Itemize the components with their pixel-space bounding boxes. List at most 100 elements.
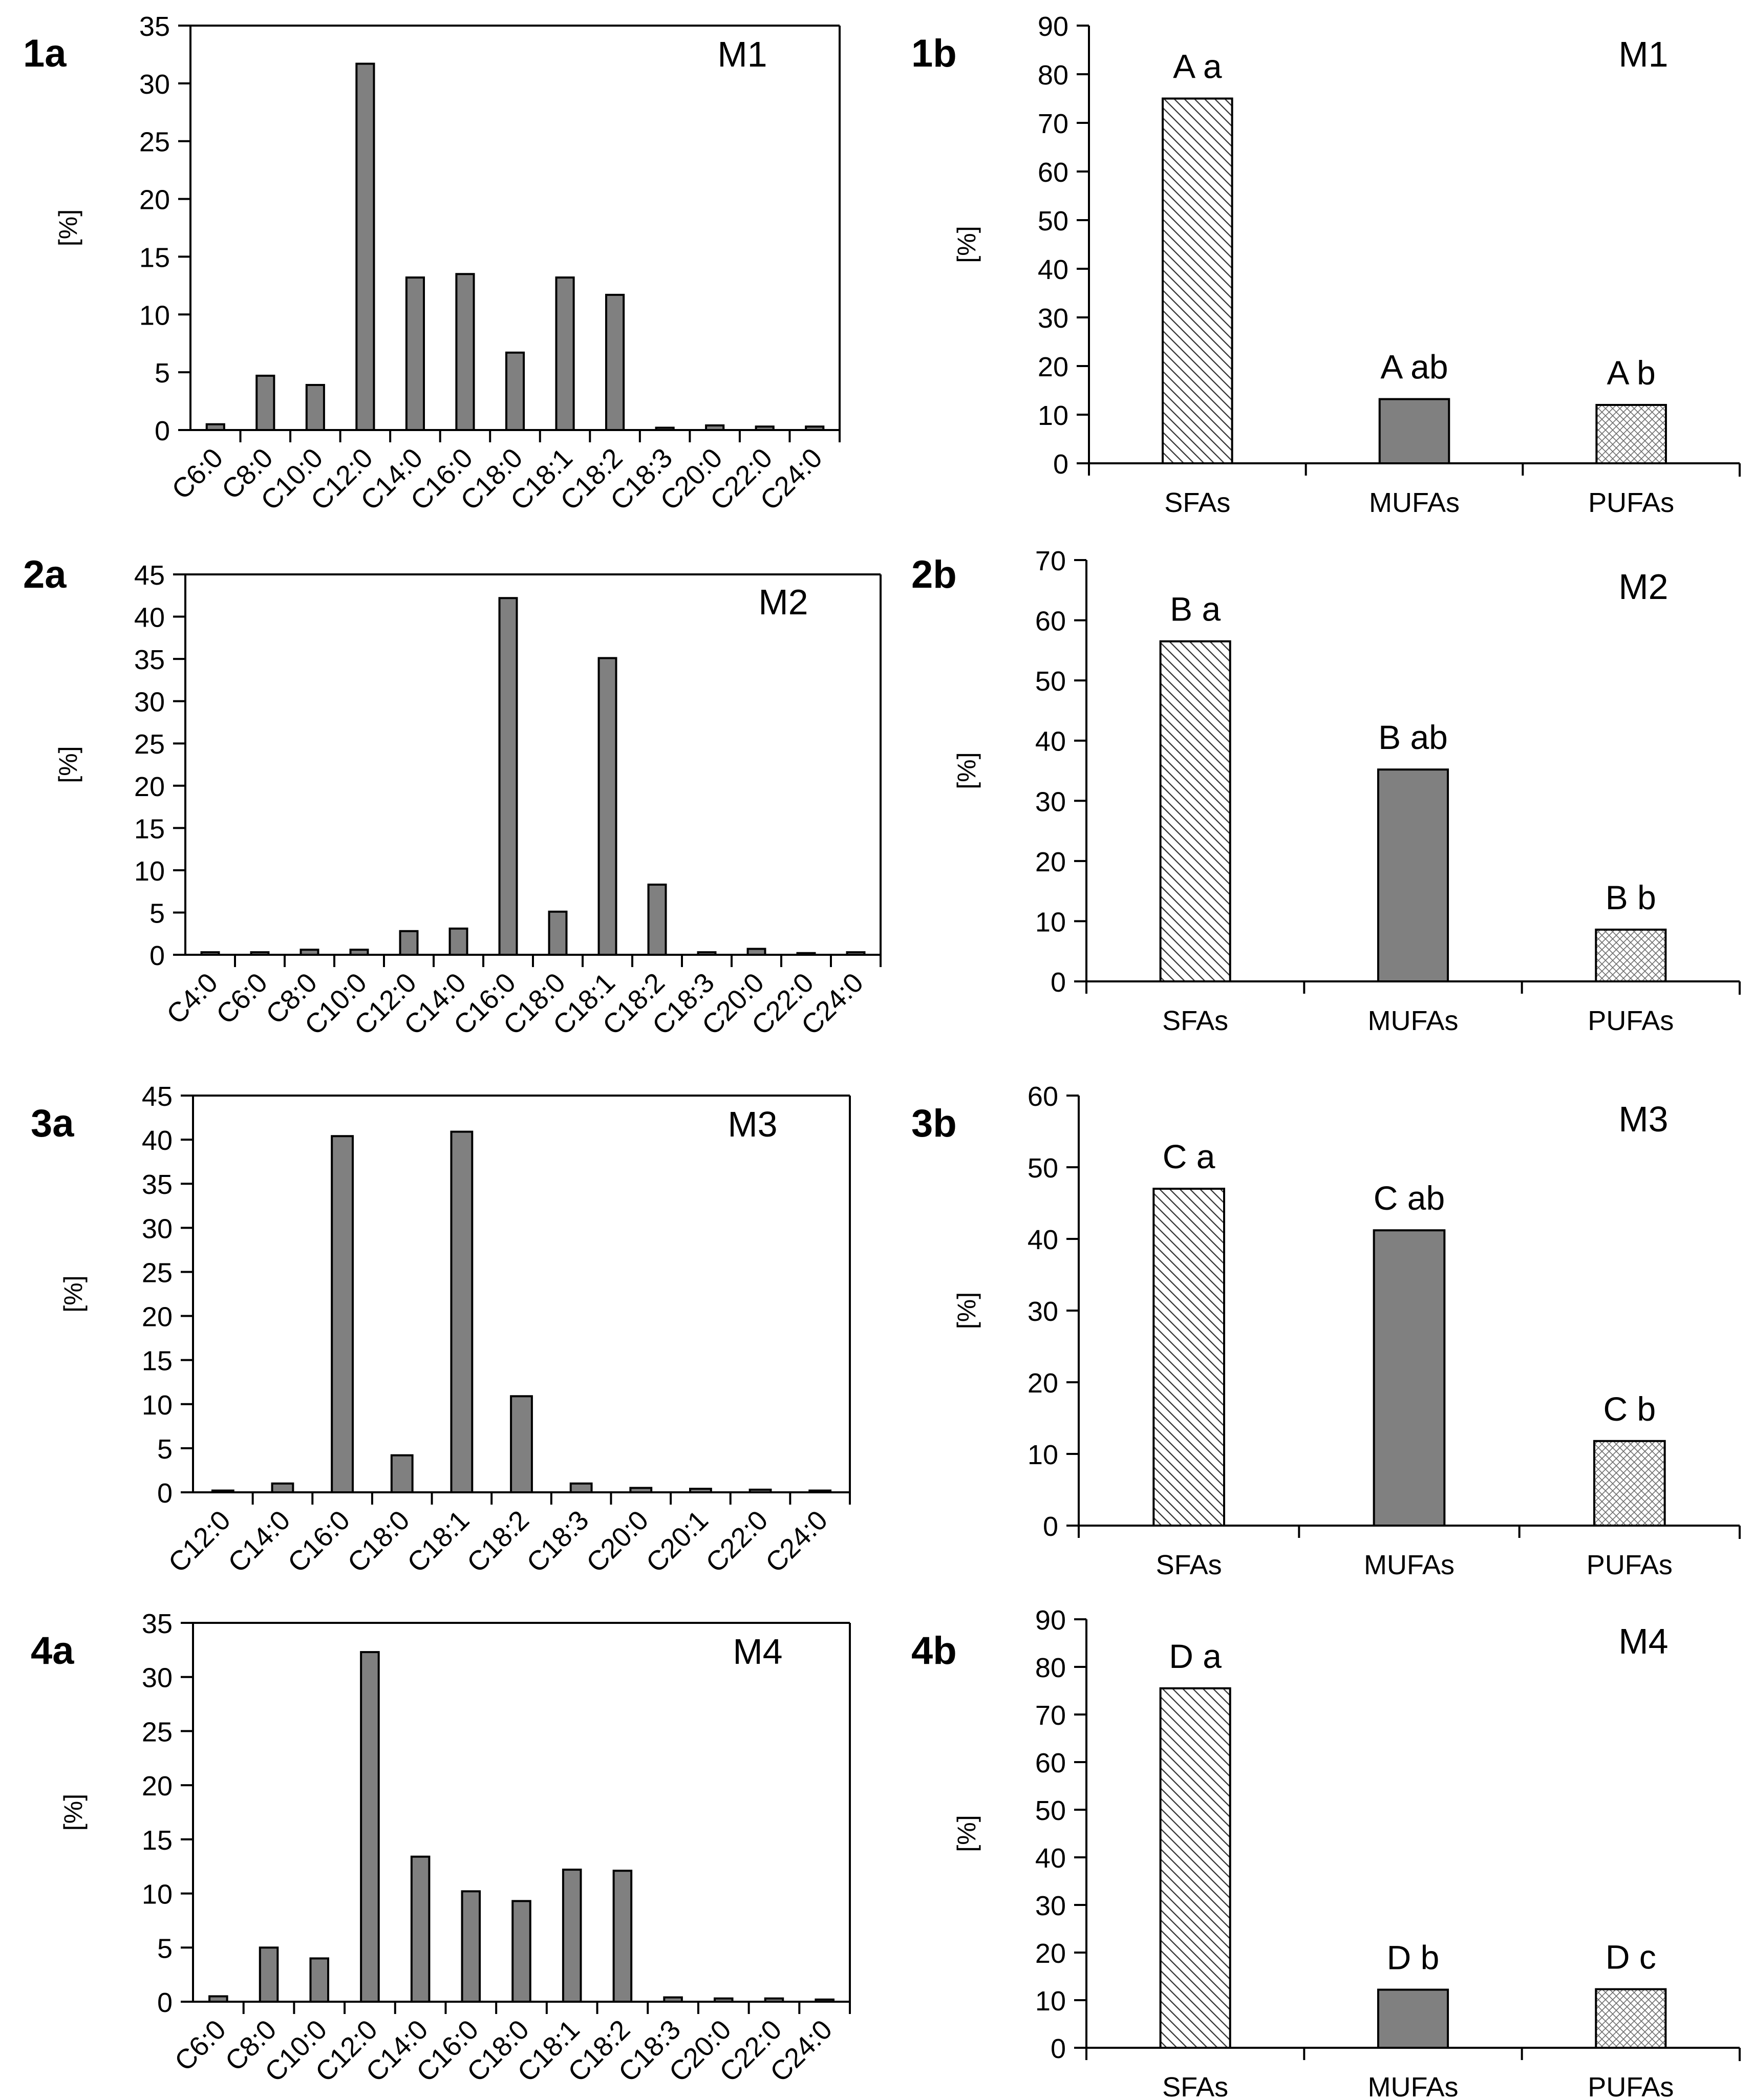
bar-c20-0 bbox=[746, 948, 766, 956]
x-tick-label: C24:0 bbox=[760, 1505, 833, 1578]
bar-c22-0 bbox=[755, 425, 775, 432]
bar-c6-0 bbox=[208, 1995, 228, 2003]
bar-pufas bbox=[1595, 1988, 1667, 2049]
y-tick-label: 0 bbox=[1051, 2033, 1066, 2064]
y-tick-label: 80 bbox=[1038, 60, 1068, 91]
bar-c18-1 bbox=[450, 1130, 474, 1493]
x-tick-label: SFAs bbox=[1162, 2072, 1228, 2100]
y-tick-label: 40 bbox=[1038, 254, 1068, 285]
x-tick-label: MUFAs bbox=[1367, 1005, 1458, 1036]
bar-c18-1 bbox=[555, 276, 575, 431]
y-axis-label: [%] bbox=[952, 1815, 981, 1852]
y-tick-label: 20 bbox=[134, 772, 165, 802]
bar-c4-0 bbox=[200, 951, 220, 956]
x-tick-label: C20:0 bbox=[581, 1505, 654, 1578]
chart-title: M4 bbox=[1618, 1621, 1668, 1661]
significance-label: A a bbox=[1173, 48, 1222, 85]
panel-label: 2b bbox=[911, 553, 957, 596]
y-tick-label: 20 bbox=[1038, 352, 1068, 382]
y-tick-label: 70 bbox=[1035, 546, 1066, 576]
y-tick-label: 35 bbox=[142, 1169, 173, 1200]
y-tick-label: 0 bbox=[149, 940, 165, 971]
significance-label: C a bbox=[1163, 1138, 1215, 1175]
y-tick-label: 60 bbox=[1028, 1081, 1058, 1112]
bar-c8-0 bbox=[255, 374, 275, 432]
bar-pufas bbox=[1593, 1440, 1666, 1527]
y-tick-label: 10 bbox=[142, 1390, 173, 1421]
y-tick-label: 30 bbox=[139, 69, 170, 100]
bar-pufas bbox=[1595, 928, 1667, 982]
y-tick-label: 60 bbox=[1035, 606, 1066, 637]
bar-c14-0 bbox=[448, 927, 468, 956]
significance-label: B ab bbox=[1378, 718, 1448, 756]
bar-c22-0 bbox=[764, 1997, 784, 2003]
y-axis-label: [%] bbox=[952, 226, 981, 263]
bar-mufas bbox=[1373, 1229, 1446, 1527]
bar-mufas bbox=[1377, 1988, 1449, 2049]
y-tick-label: 80 bbox=[1035, 1653, 1066, 1683]
bar-c18-3 bbox=[569, 1482, 593, 1494]
x-tick-label: PUFAs bbox=[1588, 2072, 1674, 2100]
y-tick-label: 35 bbox=[139, 11, 170, 42]
bar-c16-0 bbox=[498, 597, 518, 956]
bar-c18-1 bbox=[562, 1869, 582, 2003]
y-tick-label: 35 bbox=[142, 1609, 173, 1639]
chart-title: M2 bbox=[758, 582, 808, 622]
y-tick-label: 25 bbox=[139, 127, 170, 158]
significance-label: C b bbox=[1603, 1390, 1656, 1428]
x-tick-label: C6:0 bbox=[169, 2014, 232, 2077]
significance-label: C ab bbox=[1374, 1179, 1445, 1217]
y-tick-label: 50 bbox=[1038, 206, 1068, 237]
bar-c12-0 bbox=[211, 1489, 234, 1494]
y-axis-label: [%] bbox=[59, 1794, 88, 1831]
bar-c16-0 bbox=[331, 1135, 354, 1493]
bar-pufas bbox=[1595, 404, 1667, 464]
bar-c14-0 bbox=[405, 276, 425, 431]
bar-c16-0 bbox=[455, 273, 475, 431]
bar-c18-2 bbox=[605, 293, 625, 432]
significance-label: A b bbox=[1607, 354, 1655, 392]
chart-title: M1 bbox=[1618, 34, 1668, 74]
bar-c12-0 bbox=[399, 930, 419, 956]
x-tick-label: C18:2 bbox=[461, 1505, 535, 1578]
bar-c20-0 bbox=[713, 1997, 734, 2003]
y-tick-label: 15 bbox=[134, 813, 165, 844]
y-tick-label: 40 bbox=[142, 1125, 173, 1156]
y-tick-label: 0 bbox=[157, 1987, 173, 2018]
x-tick-label: C18:1 bbox=[401, 1505, 475, 1578]
y-tick-label: 10 bbox=[139, 300, 170, 331]
chart-title: M4 bbox=[733, 1632, 782, 1672]
x-tick-label: C18:3 bbox=[521, 1505, 594, 1578]
panel-label: 4b bbox=[911, 1629, 957, 1673]
x-tick-label: MUFAs bbox=[1369, 487, 1460, 518]
bar-c10-0 bbox=[305, 383, 325, 432]
bar-sfas bbox=[1159, 640, 1231, 982]
y-tick-label: 20 bbox=[142, 1302, 173, 1333]
bar-c8-0 bbox=[259, 1946, 279, 2003]
y-tick-label: 45 bbox=[142, 1081, 173, 1112]
significance-label: B b bbox=[1606, 878, 1656, 916]
chart-title: M3 bbox=[1618, 1099, 1668, 1139]
bar-c18-2 bbox=[510, 1395, 533, 1494]
y-tick-label: 30 bbox=[134, 687, 165, 718]
y-tick-label: 40 bbox=[1028, 1225, 1058, 1255]
chart-title: M2 bbox=[1618, 567, 1668, 607]
x-tick-label: C12:0 bbox=[162, 1505, 236, 1578]
bar-c6-0 bbox=[250, 951, 270, 956]
y-tick-label: 10 bbox=[134, 856, 165, 887]
x-tick-label: C18:0 bbox=[341, 1505, 415, 1578]
y-tick-label: 90 bbox=[1038, 11, 1068, 42]
bar-c18-2 bbox=[612, 1870, 633, 2003]
y-tick-label: 30 bbox=[1035, 786, 1066, 817]
y-tick-label: 0 bbox=[155, 416, 170, 446]
bar-c8-0 bbox=[300, 949, 319, 956]
y-tick-label: 0 bbox=[1051, 967, 1066, 998]
y-axis-label: [%] bbox=[59, 1275, 88, 1312]
y-tick-label: 30 bbox=[1028, 1296, 1058, 1327]
bar-c18-2 bbox=[647, 883, 667, 956]
y-tick-label: 45 bbox=[134, 560, 165, 591]
x-tick-label: C16:0 bbox=[282, 1505, 356, 1578]
y-tick-label: 60 bbox=[1038, 157, 1068, 188]
y-tick-label: 10 bbox=[1035, 907, 1066, 937]
x-tick-label: MUFAs bbox=[1367, 2072, 1458, 2100]
